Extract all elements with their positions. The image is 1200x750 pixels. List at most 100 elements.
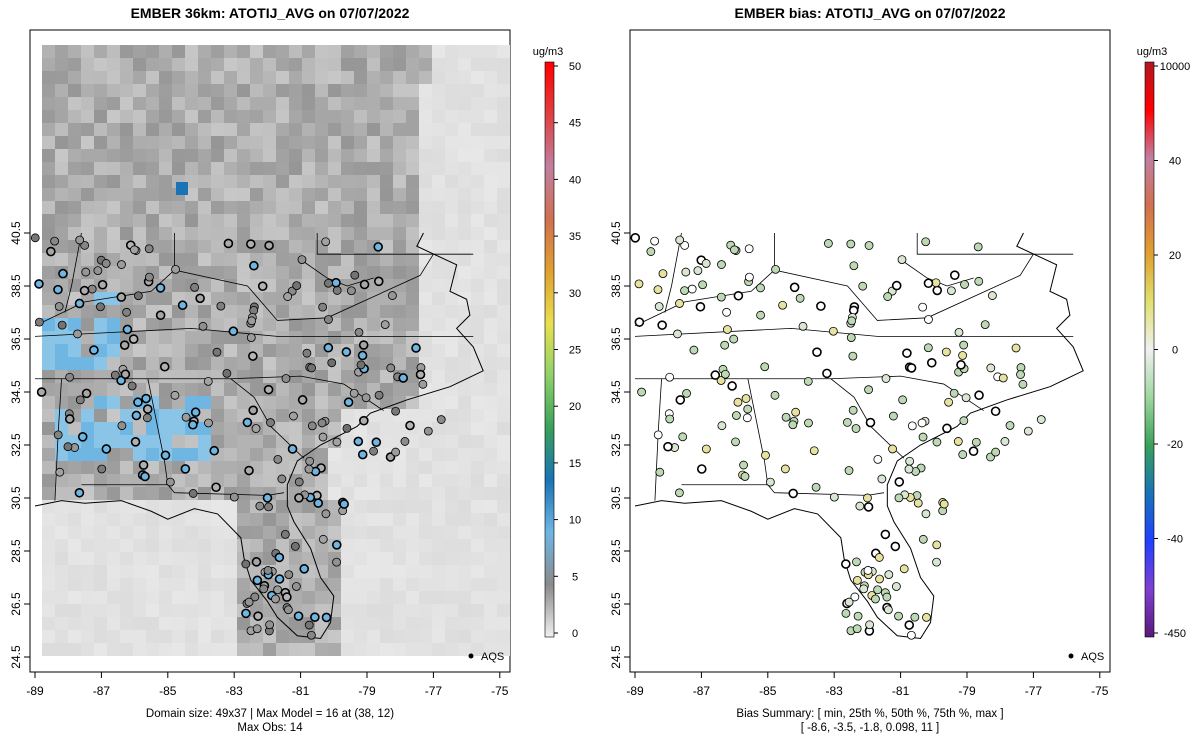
model-grid-cell xyxy=(393,474,406,487)
model-grid-cell xyxy=(81,123,94,136)
model-grid-cell xyxy=(341,578,354,591)
y-tick-label: 38.5 xyxy=(609,274,623,298)
model-grid-cell xyxy=(276,97,289,110)
model-grid-cell xyxy=(133,578,146,591)
model-grid-cell xyxy=(458,552,471,565)
model-grid-cell xyxy=(120,175,133,188)
model-grid-cell xyxy=(367,318,380,331)
model-grid-cell xyxy=(81,448,94,461)
model-grid-cell xyxy=(497,253,510,266)
model-grid-cell xyxy=(42,292,55,305)
model-grid-cell xyxy=(484,448,497,461)
model-grid-cell xyxy=(471,383,484,396)
model-grid-cell xyxy=(107,617,120,630)
model-grid-cell xyxy=(445,71,458,84)
model-grid-cell xyxy=(289,240,302,253)
model-grid-cell xyxy=(198,513,211,526)
aqs-site-bias xyxy=(812,347,822,357)
model-grid-cell xyxy=(445,409,458,422)
model-grid-cell xyxy=(497,643,510,656)
model-grid-cell xyxy=(159,513,172,526)
model-grid-cell xyxy=(42,409,55,422)
model-grid-cell xyxy=(445,370,458,383)
model-grid-cell xyxy=(107,201,120,214)
model-grid-cell xyxy=(237,84,250,97)
aqs-site-bias xyxy=(923,343,933,353)
model-grid-cell xyxy=(68,539,81,552)
aqs-site-bias xyxy=(959,340,969,350)
model-grid-cell xyxy=(393,136,406,149)
model-grid-cell xyxy=(107,110,120,123)
model-grid-cell xyxy=(484,630,497,643)
model-grid-cell xyxy=(55,331,68,344)
model-grid-cell xyxy=(380,604,393,617)
model-grid-cell xyxy=(263,175,276,188)
model-grid-cell xyxy=(393,162,406,175)
model-grid-cell xyxy=(133,266,146,279)
model-grid-cell xyxy=(354,58,367,71)
model-grid-cell xyxy=(224,110,237,123)
model-grid-cell xyxy=(55,604,68,617)
model-grid-cell xyxy=(107,578,120,591)
model-grid-cell xyxy=(367,357,380,370)
model-grid-cell xyxy=(263,643,276,656)
model-grid-cell xyxy=(458,201,471,214)
model-grid-cell xyxy=(432,565,445,578)
aqs-site xyxy=(262,493,273,503)
model-grid-cell xyxy=(224,97,237,110)
model-grid-cell xyxy=(263,71,276,84)
model-grid-cell xyxy=(185,292,198,305)
model-grid-cell xyxy=(250,383,263,396)
aqs-site-bias xyxy=(849,261,859,271)
model-grid-cell xyxy=(354,305,367,318)
model-grid-cell xyxy=(354,565,367,578)
model-grid-cell xyxy=(133,253,146,266)
model-grid-cell xyxy=(393,539,406,552)
model-grid-cell xyxy=(133,123,146,136)
aqs-site-bias xyxy=(701,444,711,454)
aqs-site xyxy=(50,236,60,246)
model-grid-cell xyxy=(198,123,211,136)
model-grid-cell xyxy=(289,45,302,58)
model-grid-cell xyxy=(432,435,445,448)
model-grid-cell xyxy=(250,110,263,123)
model-grid-cell xyxy=(42,188,55,201)
model-grid-cell xyxy=(146,604,159,617)
aqs-site xyxy=(299,564,310,574)
aqs-site-bias xyxy=(932,437,942,447)
model-grid-cell xyxy=(146,565,159,578)
model-grid-cell xyxy=(237,58,250,71)
model-grid-cell xyxy=(55,552,68,565)
model-grid-cell xyxy=(354,201,367,214)
state-boundary xyxy=(664,232,682,313)
aqs-site-bias xyxy=(803,376,813,386)
model-grid-cell xyxy=(237,435,250,448)
model-grid-cell xyxy=(159,591,172,604)
aqs-site xyxy=(405,420,415,431)
model-grid-cell xyxy=(380,149,393,162)
model-grid-cell xyxy=(497,474,510,487)
model-grid-cell xyxy=(68,461,81,474)
model-grid-cell xyxy=(393,331,406,344)
model-grid-cell xyxy=(146,422,159,435)
aqs-site-bias xyxy=(846,239,856,249)
aqs-site xyxy=(304,464,314,474)
model-grid-cell xyxy=(185,396,198,409)
model-grid-cell xyxy=(471,45,484,58)
model-grid-cell xyxy=(328,292,341,305)
aqs-site-bias xyxy=(958,351,967,360)
model-grid-cell xyxy=(432,448,445,461)
model-grid-cell xyxy=(42,474,55,487)
aqs-site xyxy=(96,302,105,312)
model-grid-cell xyxy=(172,331,185,344)
model-grid-cell xyxy=(458,630,471,643)
model-grid-cell xyxy=(198,591,211,604)
aqs-site-bias xyxy=(695,301,706,312)
model-grid-cell xyxy=(458,461,471,474)
model-grid-cell xyxy=(55,396,68,409)
model-grid-cell xyxy=(484,500,497,513)
model-grid-cell xyxy=(458,643,471,656)
model-grid-cell xyxy=(458,422,471,435)
model-grid-cell xyxy=(380,578,393,591)
model-grid-cell xyxy=(315,175,328,188)
